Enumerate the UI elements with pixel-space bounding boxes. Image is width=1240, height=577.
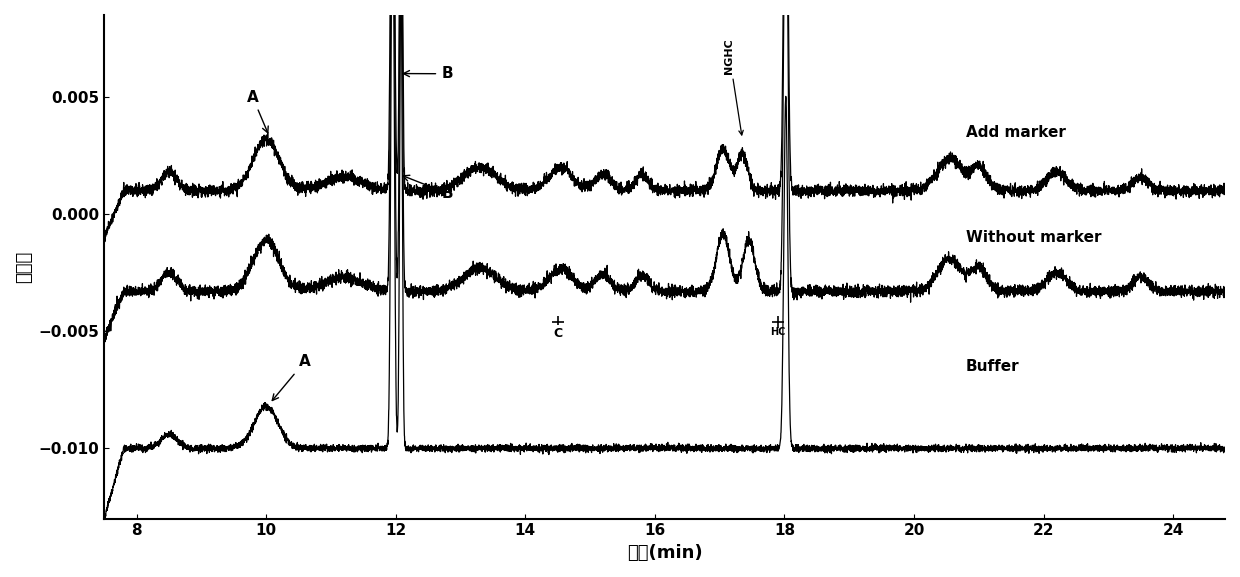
Y-axis label: 吸光度: 吸光度 xyxy=(15,250,33,283)
Text: NGHC: NGHC xyxy=(724,38,743,135)
Text: HC: HC xyxy=(770,327,786,336)
X-axis label: 时间(min): 时间(min) xyxy=(627,544,702,562)
Text: B: B xyxy=(403,175,453,201)
Text: A: A xyxy=(273,354,310,400)
Text: Add marker: Add marker xyxy=(966,125,1065,140)
Text: C: C xyxy=(553,327,562,339)
Text: Without marker: Without marker xyxy=(966,230,1101,245)
Text: A: A xyxy=(247,89,268,133)
Text: B: B xyxy=(403,66,453,81)
Text: Buffer: Buffer xyxy=(966,359,1019,374)
